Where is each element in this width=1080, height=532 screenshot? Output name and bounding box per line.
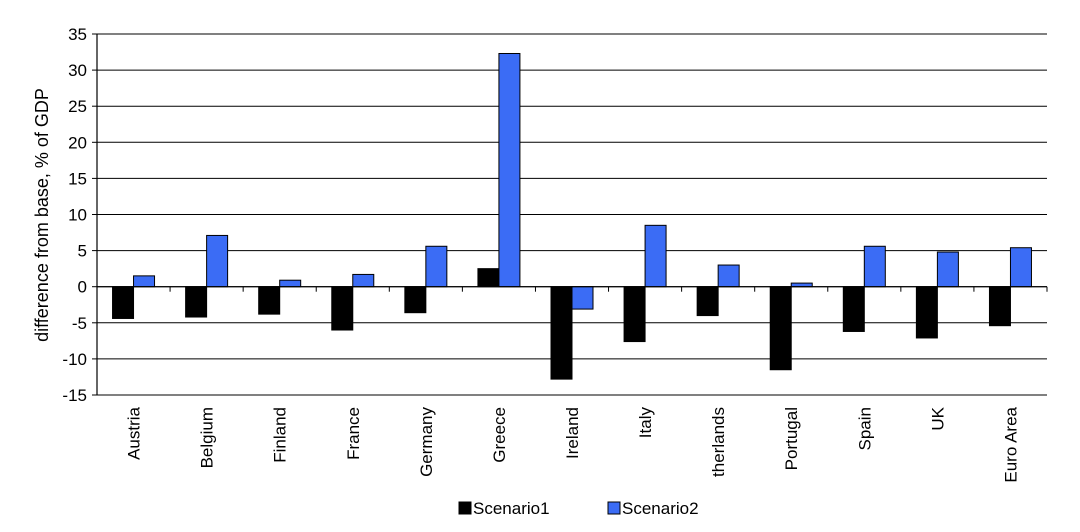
y-tick-label: 10	[68, 206, 87, 225]
y-tick-label: 25	[68, 97, 87, 116]
bar-scenario1-finland	[258, 286, 281, 315]
x-tick-label: Germany	[417, 407, 436, 477]
y-axis-title: difference from base, % of GDP	[32, 88, 52, 342]
y-tick-labels: 35 30 25 20 15 10 5 0 -5 -10 -15	[62, 25, 87, 405]
bar-scenario2-euro-area	[1009, 247, 1032, 288]
bar-scenario2-italy	[644, 224, 667, 288]
bar-scenario2-france	[352, 273, 375, 288]
x-tick-label: Finland	[271, 407, 290, 463]
bar-scenario2-greece	[498, 52, 521, 288]
bar-scenario1-ireland	[550, 286, 573, 380]
y-tick-label: 0	[78, 278, 87, 297]
axes	[96, 34, 1048, 395]
bar-scenario1-italy	[623, 286, 646, 343]
x-tick-label: therlands	[709, 407, 728, 477]
y-tick-label: 5	[78, 242, 87, 261]
bar-scenario1-greece	[477, 268, 500, 288]
y-tick-label: 15	[68, 169, 87, 188]
x-tick-label: UK	[928, 406, 947, 430]
legend: Scenario1 Scenario2	[458, 499, 699, 518]
bar-scenario1-uk	[915, 286, 938, 339]
bar-scenario2-belgium	[206, 234, 229, 288]
bar-scenario2-finland	[279, 279, 302, 288]
bar-scenario1-therlands	[696, 286, 719, 317]
x-tick-label: France	[344, 407, 363, 460]
legend-swatch-scenario2	[607, 501, 621, 515]
x-tick-label: Italy	[636, 407, 655, 439]
bar-scenario1-austria	[112, 286, 135, 319]
bars	[112, 52, 1032, 380]
bar-scenario2-ireland	[571, 286, 594, 310]
y-tick-label: -15	[62, 386, 87, 405]
bar-scenario2-germany	[425, 245, 448, 288]
x-tick-label: Austria	[125, 406, 144, 459]
y-tick-label: -5	[72, 314, 87, 333]
y-tick-label: 20	[68, 133, 87, 152]
y-tick-label: 30	[68, 61, 87, 80]
x-tick-label: Greece	[490, 407, 509, 463]
legend-label-scenario2: Scenario2	[622, 499, 699, 518]
bar-scenario2-therlands	[717, 264, 740, 288]
x-tick-label: Ireland	[563, 407, 582, 459]
bar-scenario1-germany	[404, 286, 427, 314]
y-tick-label: 35	[68, 25, 87, 44]
x-tick-label: Belgium	[198, 407, 217, 468]
bar-scenario1-spain	[842, 286, 865, 332]
bar-scenario1-belgium	[185, 286, 208, 318]
x-tick-label: Spain	[855, 407, 874, 450]
x-tick-label: Portugal	[782, 407, 801, 470]
bar-scenario1-portugal	[769, 286, 792, 371]
bar-scenario1-france	[331, 286, 354, 331]
bar-scenario2-uk	[936, 251, 959, 288]
bar-scenario2-austria	[133, 275, 156, 288]
bar-scenario2-spain	[863, 245, 886, 288]
bar-scenario1-euro-area	[988, 286, 1011, 327]
legend-label-scenario1: Scenario1	[473, 499, 550, 518]
y-tick-label: -10	[62, 350, 87, 369]
legend-swatch-scenario1	[458, 501, 472, 515]
x-tick-label: Euro Area	[1001, 406, 1020, 482]
x-tick-labels: Austria Belgium Finland France Germany Greece…	[125, 406, 1021, 482]
